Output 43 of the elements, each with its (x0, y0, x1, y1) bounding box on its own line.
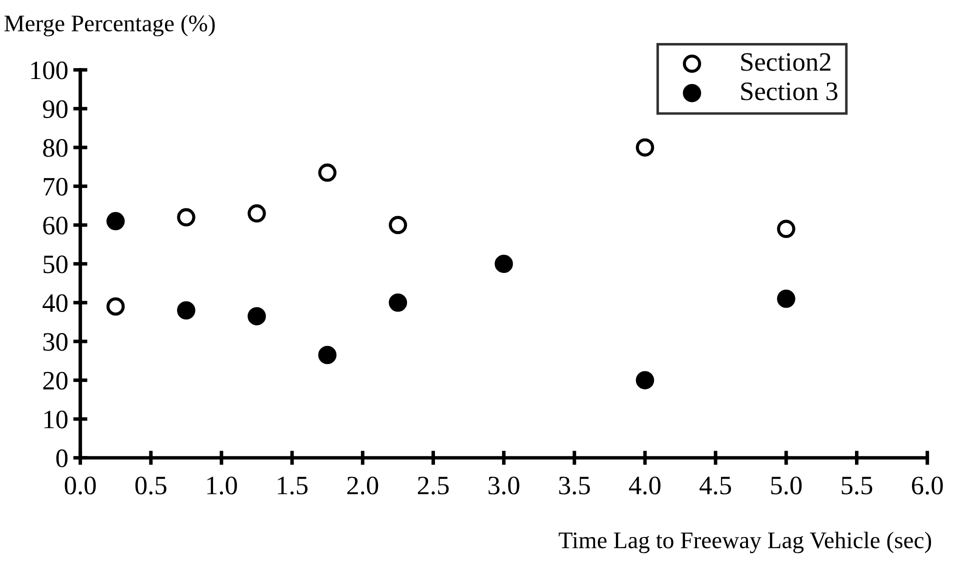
x-tick-label: 4.0 (629, 476, 660, 495)
x-tick-label: 0.0 (64, 476, 96, 495)
point (318, 164, 336, 182)
x-tick-label: 0.5 (135, 476, 166, 495)
point (177, 301, 196, 320)
legend-label: Section2 (741, 53, 830, 71)
y-tick-label: 70 (44, 178, 68, 196)
x-tick-label: 1.5 (278, 476, 308, 495)
x-tick-label: 2.5 (418, 476, 449, 495)
y-tick-label: 80 (43, 139, 68, 157)
y-tick-label: 10 (44, 410, 68, 428)
point (248, 307, 266, 326)
point (106, 212, 125, 230)
legend-label: Section 3 (741, 82, 838, 100)
point (636, 138, 654, 157)
y-tick-label: 60 (43, 216, 68, 234)
x-tick-label: 4.5 (700, 476, 732, 495)
point (106, 297, 125, 316)
x-tick-label: 3.0 (488, 476, 520, 495)
x-tick-label: 5.0 (771, 476, 802, 495)
y-tick-label: 50 (44, 255, 68, 274)
point (777, 290, 796, 308)
x-tick-label: 6.0 (912, 476, 943, 495)
x-tick-label: 1.0 (207, 476, 237, 495)
x-tick-label: 3.5 (559, 476, 590, 495)
y-tick-label: 20 (43, 372, 68, 390)
point (248, 204, 266, 223)
x-axis-title: Time Lag to Freeway Lag Vehicle (sec) (558, 532, 932, 554)
y-tick-label: 0 (56, 449, 68, 468)
point (318, 346, 336, 364)
y-axis-title: Merge Percentage (%) (4, 14, 215, 36)
point (388, 293, 408, 312)
point (177, 208, 196, 226)
point (388, 216, 408, 234)
point (494, 254, 513, 273)
point (636, 371, 654, 390)
x-tick-label: 2.0 (347, 476, 378, 495)
y-tick-label: 40 (42, 294, 68, 312)
x-tick-label: 5.5 (842, 476, 872, 495)
y-tick-label: 30 (43, 333, 68, 351)
y-tick-label: 90 (42, 100, 68, 118)
point (777, 220, 796, 238)
y-tick-label: 100 (31, 61, 68, 80)
